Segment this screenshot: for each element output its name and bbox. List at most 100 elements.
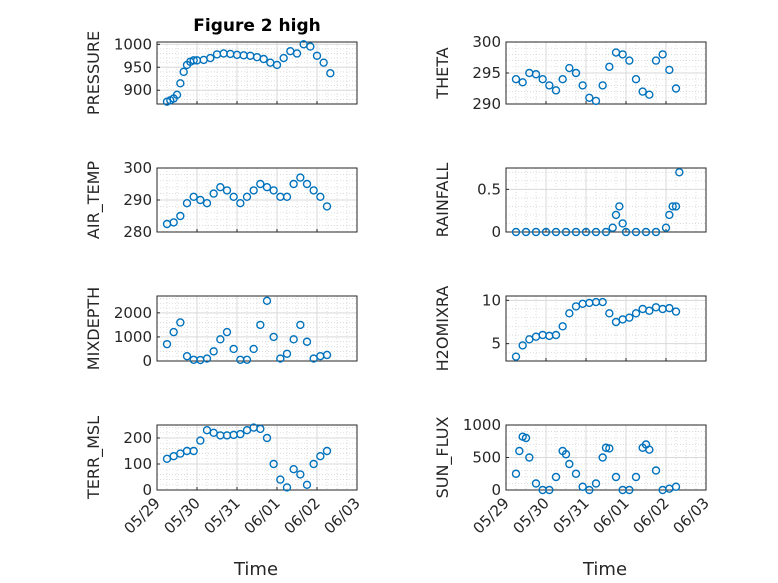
data-point <box>661 223 671 232</box>
data-point <box>222 327 232 337</box>
data-point <box>306 42 315 51</box>
data-point <box>182 198 192 208</box>
data-point <box>302 480 312 489</box>
y-axis-label: H2OMIXRA <box>433 286 452 372</box>
data-point <box>591 227 601 237</box>
data-point <box>625 56 634 65</box>
data-point <box>665 303 674 313</box>
x-tick-label: 05/29 <box>470 494 513 537</box>
data-point <box>209 189 218 198</box>
data-point <box>176 79 185 88</box>
data-point <box>561 227 571 237</box>
data-point <box>309 459 318 469</box>
y-tick-label: 300 <box>472 33 501 51</box>
data-point <box>631 227 641 237</box>
y-axis-label: RAINFALL <box>433 163 452 238</box>
data-point <box>631 74 641 84</box>
y-tick-label: 1000 <box>114 35 152 53</box>
data-point <box>229 192 238 202</box>
data-point <box>645 306 654 315</box>
data-point <box>322 350 332 360</box>
data-point <box>565 309 574 318</box>
data-point <box>531 227 541 237</box>
data-point <box>631 309 641 318</box>
data-point <box>521 227 531 237</box>
x-tick-label: 06/01 <box>590 494 633 537</box>
panel-theta: 290 295 300 THETA <box>433 33 707 113</box>
data-point <box>316 452 325 461</box>
y-axis-label: PRESSURE <box>84 31 103 115</box>
data-point <box>289 335 298 344</box>
data-point <box>651 227 661 237</box>
data-point <box>256 424 265 434</box>
data-point <box>216 182 225 192</box>
data-point <box>162 339 172 349</box>
data-point <box>202 354 212 363</box>
data-point <box>665 210 674 220</box>
data-point <box>571 469 581 478</box>
data-point <box>671 84 681 93</box>
x-tick-label: 06/02 <box>630 494 673 537</box>
data-point <box>605 62 614 72</box>
data-point <box>511 352 521 361</box>
y-tick-label: 500 <box>472 449 501 467</box>
data-point <box>551 86 561 95</box>
y-tick-label: 100 <box>123 455 152 473</box>
panel-pressure: 900 950 1000 PRESSURE <box>84 31 358 115</box>
data-point <box>601 227 611 237</box>
x-tick-label: 05/31 <box>550 494 593 537</box>
x-tick-label: 05/31 <box>201 494 244 537</box>
data-point <box>598 297 607 307</box>
data-point <box>269 332 278 342</box>
data-point <box>541 227 551 237</box>
y-tick-label: 0 <box>142 352 152 370</box>
data-point <box>511 469 521 478</box>
data-point <box>625 313 634 322</box>
data-point <box>551 330 561 340</box>
data-point <box>302 337 312 346</box>
data-point <box>598 453 607 462</box>
y-tick-label: 1000 <box>114 328 152 346</box>
data-point <box>196 195 205 205</box>
data-point <box>545 485 554 495</box>
y-tick-label: 0 <box>491 223 501 241</box>
data-point <box>216 335 225 344</box>
data-point <box>189 446 198 456</box>
axes-frame <box>156 295 358 362</box>
data-point <box>209 347 218 356</box>
panel-h2omixra: 5 10 H2OMIXRA <box>433 286 707 372</box>
data-point <box>618 219 627 228</box>
data-point <box>601 443 611 452</box>
data-point <box>242 192 252 202</box>
data-point <box>279 53 288 63</box>
y-axis-label: THETA <box>433 47 452 99</box>
data-point <box>222 186 232 195</box>
axes-frame <box>505 295 707 362</box>
data-point <box>202 198 212 208</box>
data-point <box>591 479 601 488</box>
data-point <box>671 307 681 316</box>
data-point <box>269 459 278 469</box>
data-point <box>282 483 292 492</box>
y-tick-label: 2000 <box>114 304 152 322</box>
data-point <box>289 179 298 189</box>
axes-frame <box>156 41 358 105</box>
y-axis-label: TERR_MSL <box>84 416 104 500</box>
data-point <box>571 68 581 78</box>
figure-title: Figure 2 high <box>193 16 321 36</box>
y-axis-label: MIXDEPTH <box>84 287 103 370</box>
data-point <box>645 445 654 454</box>
data-point <box>625 485 634 495</box>
data-point <box>229 344 238 354</box>
data-point <box>259 54 268 64</box>
data-point <box>242 355 252 364</box>
x-tick-label: 05/30 <box>510 494 553 537</box>
data-point <box>189 192 198 202</box>
data-point <box>289 465 298 474</box>
data-point <box>196 436 205 445</box>
data-point <box>249 344 258 354</box>
data-point <box>558 322 567 331</box>
data-point <box>179 67 188 77</box>
